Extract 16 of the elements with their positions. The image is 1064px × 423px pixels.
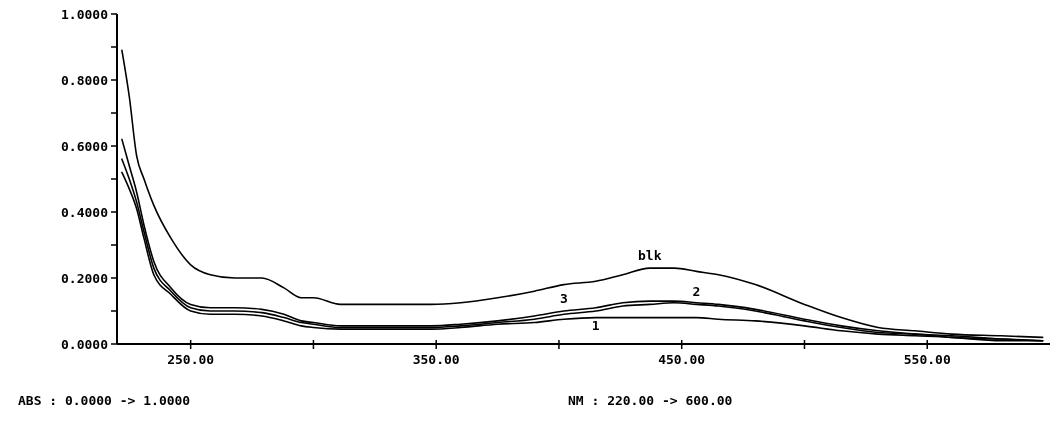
x-tick-label: 350.00 — [412, 352, 460, 367]
y-tick-label: 0.8000 — [61, 72, 109, 88]
x-tick-label: 550.00 — [903, 352, 951, 367]
series-label: 3 — [559, 291, 568, 306]
series-label: 2 — [692, 284, 701, 300]
x-tick-label: 450.00 — [658, 352, 706, 367]
text: ABS : 0.0000 -> 1.0000 — [18, 393, 191, 408]
y-tick-label: 0.0000 — [61, 336, 109, 352]
y-tick-label: 0.2000 — [61, 270, 109, 286]
y-tick-label: 0.4000 — [61, 204, 109, 220]
series-label: 1 — [591, 317, 600, 333]
y-tick-label: 0.6000 — [61, 138, 109, 154]
text: NM : 220.00 -> 600.00 — [568, 393, 733, 408]
series-label: blk — [638, 248, 662, 264]
y-tick-label: 1.0000 — [61, 6, 109, 22]
x-tick-label: 250.00 — [167, 352, 215, 367]
